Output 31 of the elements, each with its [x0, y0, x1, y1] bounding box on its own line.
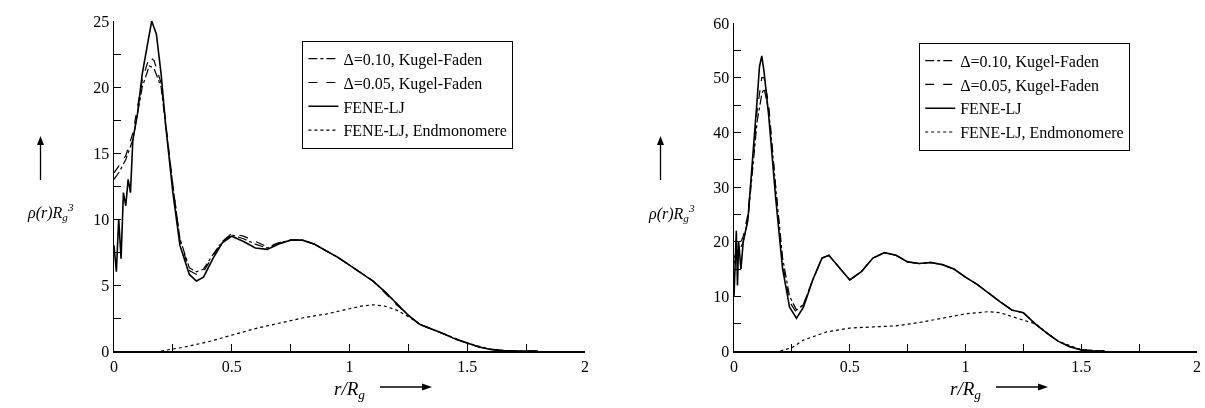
legend-label: FENE-LJ, Endmonomere — [960, 124, 1124, 142]
y-tick-label: 10 — [713, 287, 730, 305]
x-tick-label: 1.5 — [457, 357, 478, 375]
legend-label: Δ=0.05, Kugel-Faden — [343, 74, 483, 93]
x-axis-title: r/R$_{g}$ — [950, 378, 982, 403]
y-tick-label: 20 — [713, 233, 730, 251]
y-tick-label: 50 — [713, 69, 730, 87]
x-axis-title: r/R$_{g}$ — [334, 378, 366, 403]
legend-label: FENE-LJ — [960, 100, 1022, 118]
y-tick-label: 15 — [93, 144, 110, 162]
y-tick-label: 25 — [93, 12, 110, 30]
legend-label: FENE-LJ — [343, 98, 405, 116]
legend-label: Δ=0.10, Kugel-Faden — [343, 50, 483, 69]
y-tick-label: 40 — [713, 123, 730, 141]
x-tick-label: 0.5 — [221, 357, 242, 375]
y-tick-label: 5 — [101, 276, 110, 294]
x-tick-label: 0.5 — [839, 357, 860, 375]
y-tick-label: 0 — [721, 342, 730, 360]
x-tick-label: 1.5 — [1071, 357, 1092, 375]
x-tick-label: 1 — [345, 357, 354, 375]
x-tick-label: 2 — [581, 357, 589, 375]
y-tick-label: 60 — [713, 14, 730, 32]
x-tick-label: 1 — [961, 357, 970, 375]
y-tick-label: 10 — [93, 210, 110, 228]
y-tick-label: 20 — [93, 78, 110, 96]
x-tick-label: 2 — [1193, 357, 1201, 375]
y-tick-label: 0 — [101, 342, 110, 360]
legend-label: FENE-LJ, Endmonomere — [343, 122, 507, 140]
legend-label: Δ=0.05, Kugel-Faden — [960, 76, 1100, 95]
y-tick-label: 30 — [713, 178, 730, 196]
legend-label: Δ=0.10, Kugel-Faden — [960, 52, 1100, 71]
